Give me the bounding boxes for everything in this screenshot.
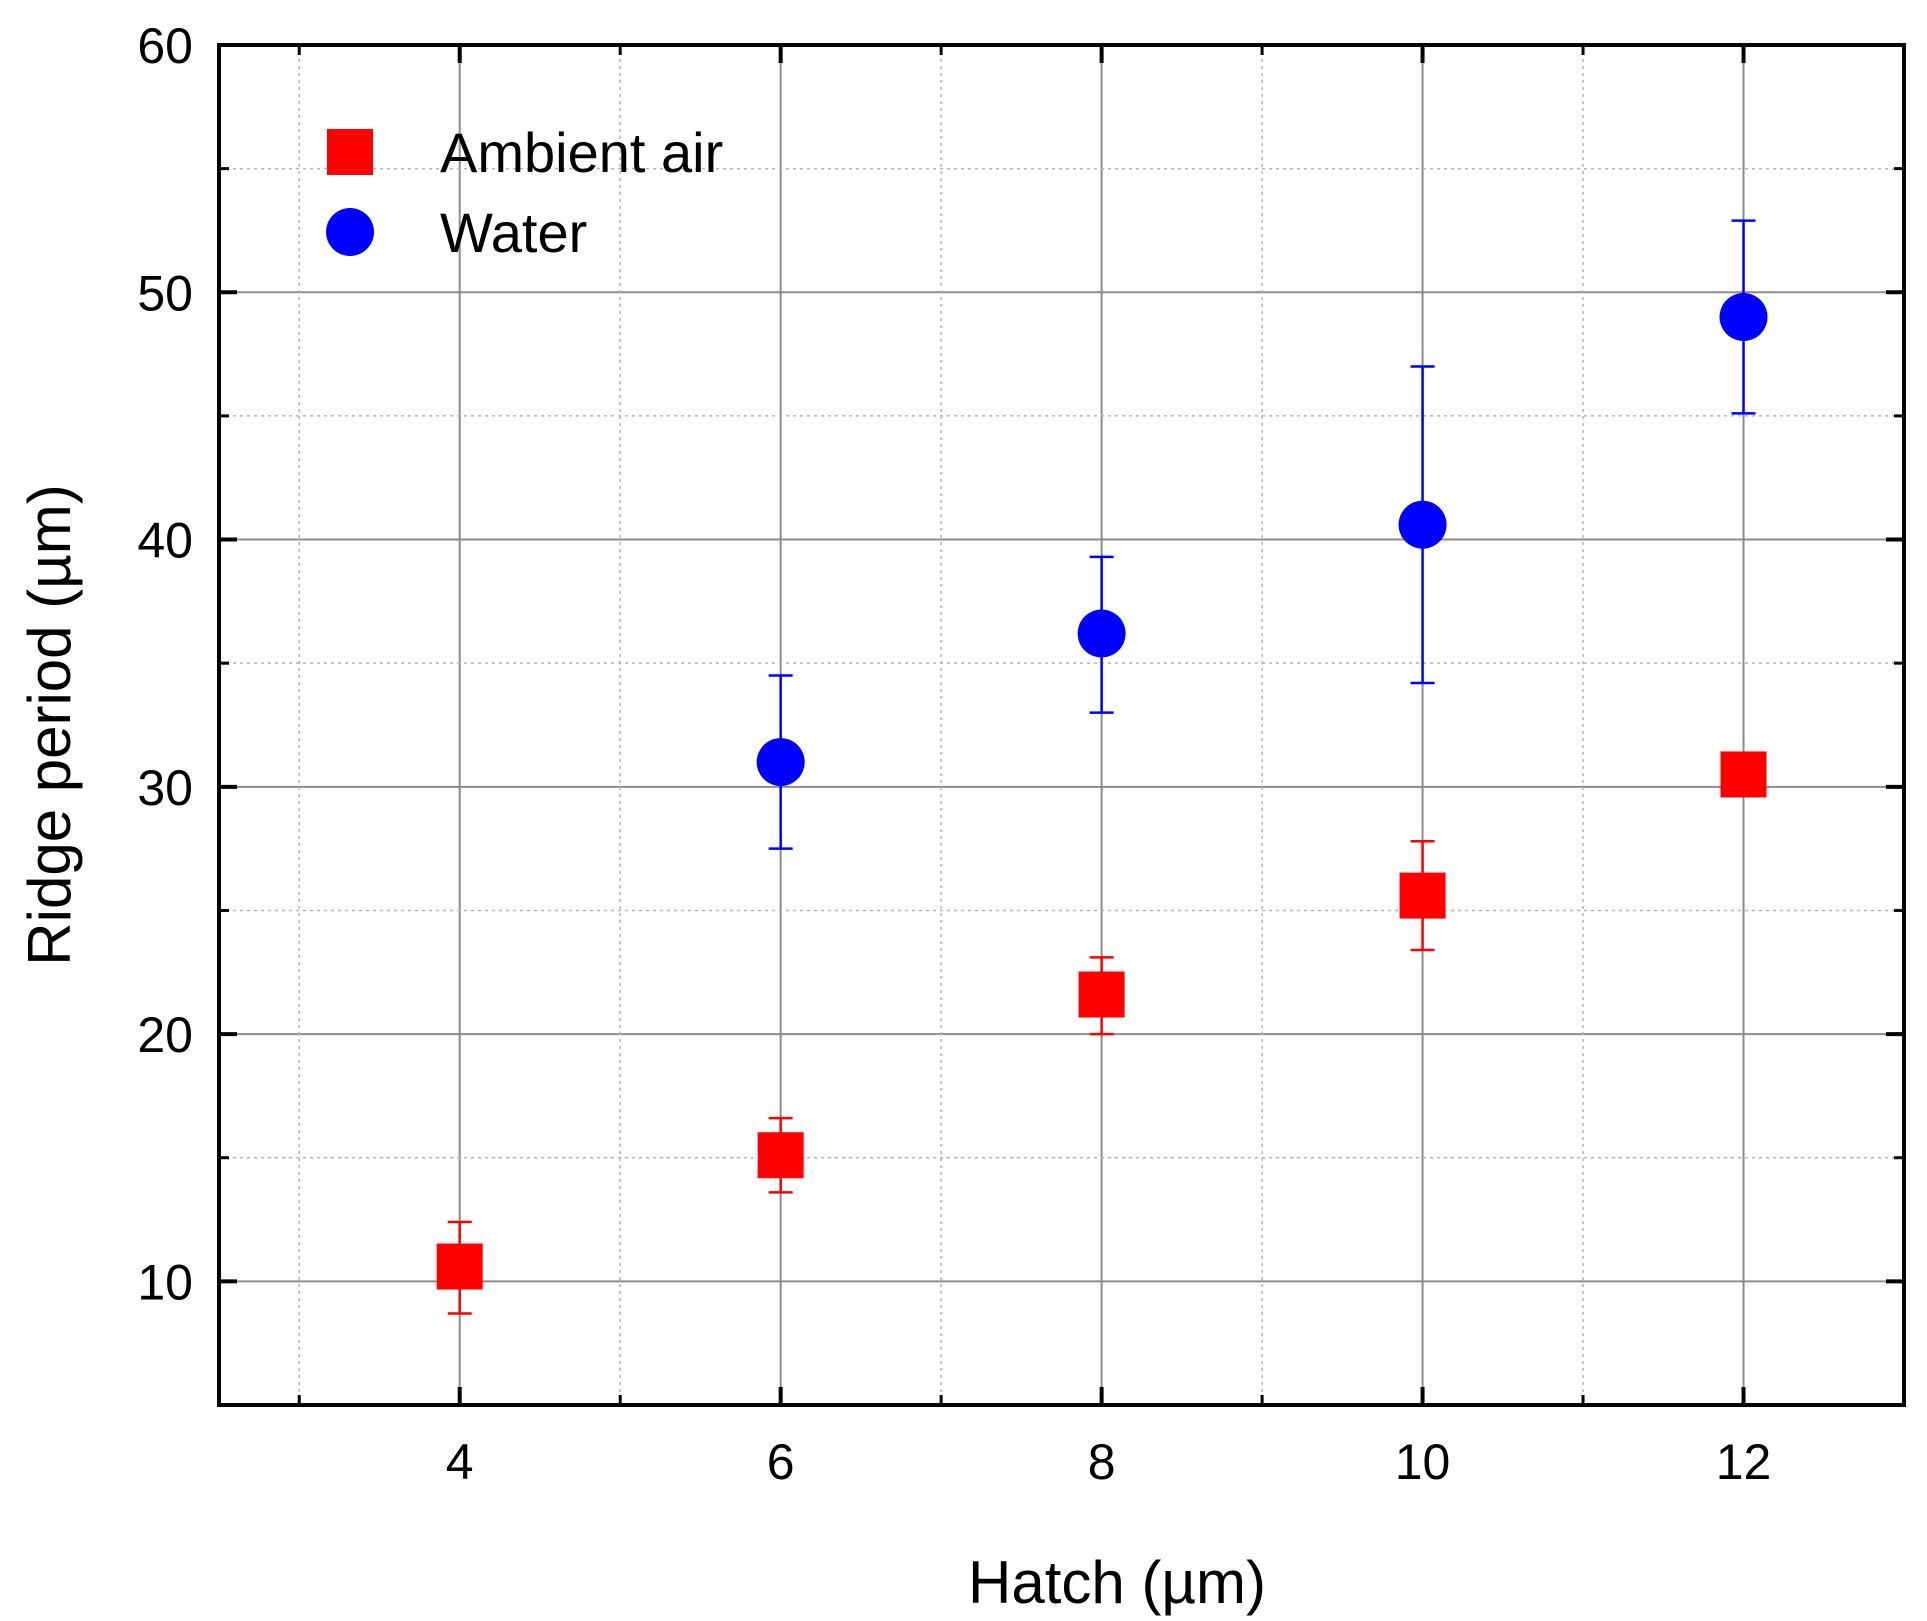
legend-marker <box>326 208 374 256</box>
y-tick-label: 30 <box>137 760 193 816</box>
x-tick-label: 8 <box>1088 1434 1116 1490</box>
data-point <box>757 1132 804 1179</box>
legend-marker <box>327 129 373 175</box>
y-tick-label: 20 <box>137 1007 193 1063</box>
y-axis-title: Ridge period (µm) <box>16 484 83 965</box>
x-tick-label: 12 <box>1716 1434 1772 1490</box>
x-axis-title: Hatch (µm) <box>968 1549 1266 1616</box>
y-tick-label: 10 <box>137 1254 193 1310</box>
data-point <box>1077 609 1126 658</box>
series-ambient-air <box>436 751 1767 1315</box>
data-point <box>1399 872 1446 919</box>
y-tick-label: 60 <box>137 18 193 74</box>
legend-label: Ambient air <box>440 121 723 184</box>
plot-frame <box>217 43 1906 1407</box>
data-point <box>756 738 805 787</box>
data-point <box>1398 500 1447 549</box>
x-tick-label: 10 <box>1395 1434 1451 1490</box>
series-water <box>756 219 1768 850</box>
plot-series <box>436 219 1768 1315</box>
y-tick-label: 40 <box>137 513 193 569</box>
y-tick-label: 50 <box>137 265 193 321</box>
x-tick-label: 6 <box>767 1434 795 1490</box>
data-point <box>1078 971 1125 1018</box>
legend: Ambient air Water <box>326 121 723 264</box>
data-point <box>1720 751 1767 798</box>
x-tick-label: 4 <box>446 1434 474 1490</box>
legend-label: Water <box>440 201 587 264</box>
data-point <box>1719 293 1768 341</box>
axis-ticks: 4 6 8 10 12 10 20 30 40 50 60 <box>137 18 1904 1490</box>
data-point <box>436 1243 483 1290</box>
